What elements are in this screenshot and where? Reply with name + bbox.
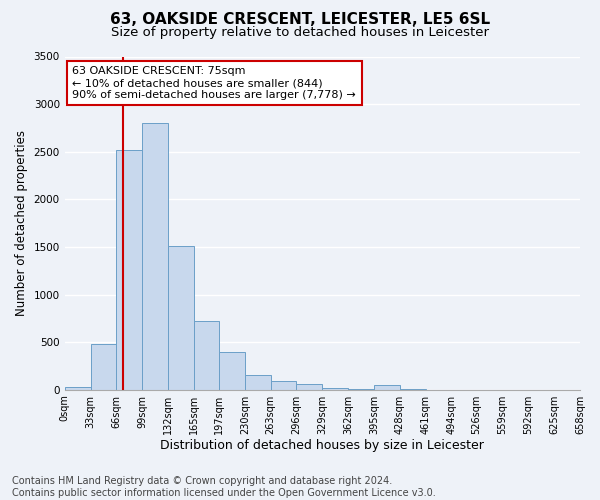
Bar [168,246,194,390]
Bar [116,150,142,390]
Text: Size of property relative to detached houses in Leicester: Size of property relative to detached ho… [111,26,489,39]
Bar [374,385,400,390]
Bar [91,344,116,390]
Bar [65,388,91,390]
Text: 63 OAKSIDE CRESCENT: 75sqm
← 10% of detached houses are smaller (844)
90% of sem: 63 OAKSIDE CRESCENT: 75sqm ← 10% of deta… [73,66,356,100]
Y-axis label: Number of detached properties: Number of detached properties [15,130,28,316]
Bar [142,123,168,390]
Bar [245,375,271,390]
Bar [296,384,322,390]
X-axis label: Distribution of detached houses by size in Leicester: Distribution of detached houses by size … [160,440,484,452]
Text: 63, OAKSIDE CRESCENT, LEICESTER, LE5 6SL: 63, OAKSIDE CRESCENT, LEICESTER, LE5 6SL [110,12,490,28]
Bar [271,380,296,390]
Bar [194,320,219,390]
Text: Contains HM Land Registry data © Crown copyright and database right 2024.
Contai: Contains HM Land Registry data © Crown c… [12,476,436,498]
Bar [322,388,348,390]
Bar [219,352,245,390]
